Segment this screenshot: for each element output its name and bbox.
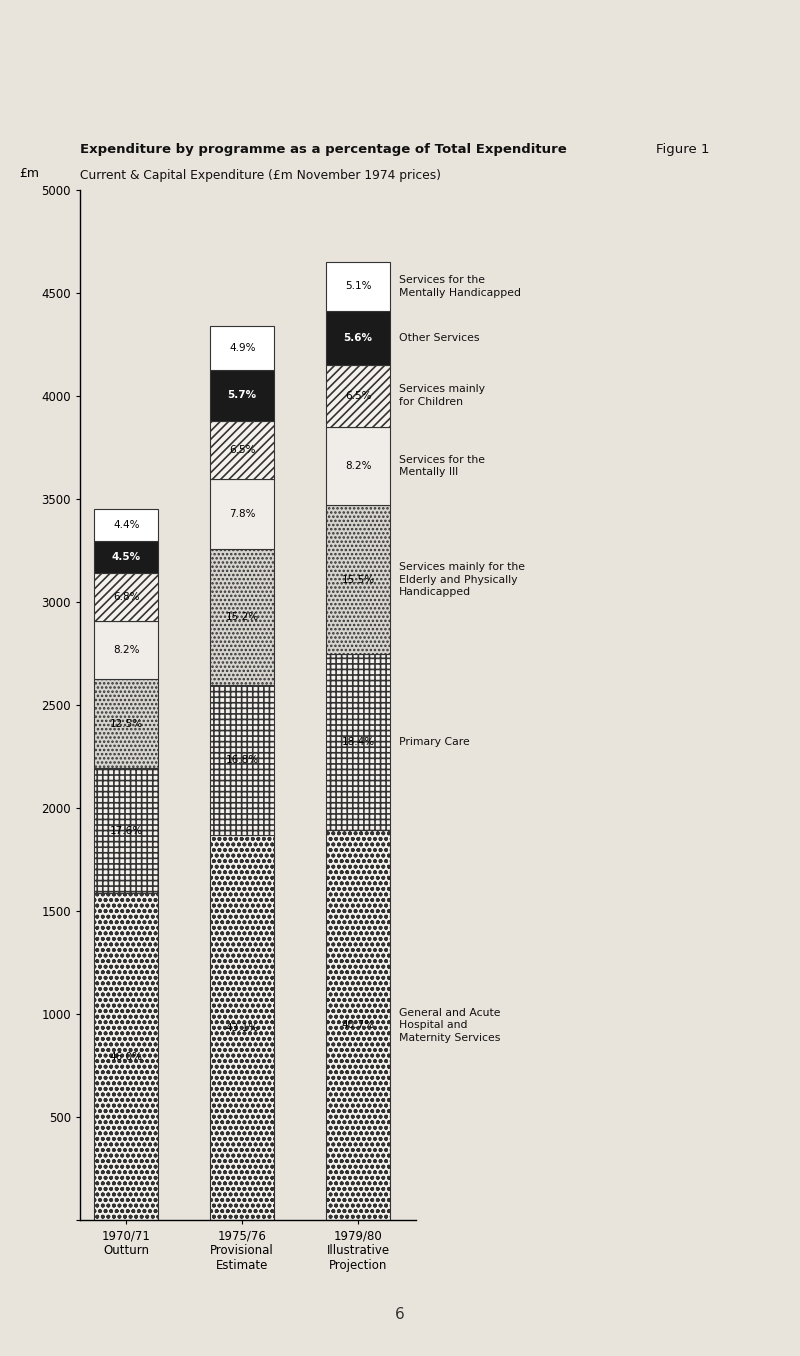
Bar (326, 311, 390, 365)
Text: 12.5%: 12.5% (110, 719, 143, 728)
Text: 17.6%: 17.6% (110, 826, 143, 835)
Bar (94, 894, 158, 1220)
Text: 46.0%: 46.0% (110, 1052, 143, 1062)
Text: 4.5%: 4.5% (112, 552, 141, 561)
Text: 7.8%: 7.8% (229, 508, 255, 519)
Text: Services for the
Mentally Ill: Services for the Mentally Ill (399, 454, 485, 477)
Bar (94, 510, 158, 541)
Text: 40.7%: 40.7% (342, 1020, 374, 1031)
Bar (326, 830, 390, 1220)
Text: 5.7%: 5.7% (228, 391, 257, 400)
Text: 16.8%: 16.8% (226, 755, 258, 765)
Text: Primary Care: Primary Care (399, 738, 470, 747)
Bar (326, 654, 390, 830)
Text: 6: 6 (395, 1307, 405, 1322)
Text: 4.4%: 4.4% (113, 519, 139, 530)
Text: 5.1%: 5.1% (345, 282, 371, 292)
Text: 15.2%: 15.2% (226, 612, 258, 621)
Text: 8.2%: 8.2% (113, 645, 139, 655)
Bar (94, 572, 158, 621)
Text: Expenditure by programme as a percentage of Total Expenditure: Expenditure by programme as a percentage… (80, 142, 566, 156)
Bar (326, 262, 390, 311)
Text: 6.5%: 6.5% (229, 445, 255, 454)
Bar (326, 427, 390, 506)
Text: Services mainly for the
Elderly and Physically
Handicapped: Services mainly for the Elderly and Phys… (399, 563, 526, 597)
Text: Services mainly
for Children: Services mainly for Children (399, 385, 485, 407)
Bar (210, 370, 274, 420)
Bar (94, 621, 158, 679)
Bar (210, 685, 274, 835)
Text: General and Acute
Hospital and
Maternity Services: General and Acute Hospital and Maternity… (399, 1008, 501, 1043)
Text: 5.6%: 5.6% (343, 332, 373, 343)
Text: 15.5%: 15.5% (342, 575, 374, 584)
Text: 18.4%: 18.4% (342, 738, 374, 747)
Text: 6.5%: 6.5% (345, 391, 371, 400)
Text: Figure 1: Figure 1 (656, 142, 710, 156)
Bar (94, 679, 158, 767)
Bar (94, 541, 158, 572)
Text: 4.9%: 4.9% (229, 343, 255, 353)
Bar (326, 506, 390, 654)
Text: Other Services: Other Services (399, 332, 480, 343)
Bar (210, 325, 274, 370)
Text: Services for the
Mentally Handicapped: Services for the Mentally Handicapped (399, 275, 522, 297)
Text: 43.1%: 43.1% (226, 1022, 258, 1033)
Bar (210, 835, 274, 1220)
Bar (210, 420, 274, 479)
Bar (94, 767, 158, 894)
Text: 6.8%: 6.8% (113, 591, 139, 602)
Text: 8.2%: 8.2% (345, 461, 371, 471)
Text: Current & Capital Expenditure (£m November 1974 prices): Current & Capital Expenditure (£m Novemb… (80, 170, 441, 183)
Bar (326, 365, 390, 427)
Bar (210, 549, 274, 685)
Bar (210, 479, 274, 549)
Text: £m: £m (19, 167, 39, 179)
